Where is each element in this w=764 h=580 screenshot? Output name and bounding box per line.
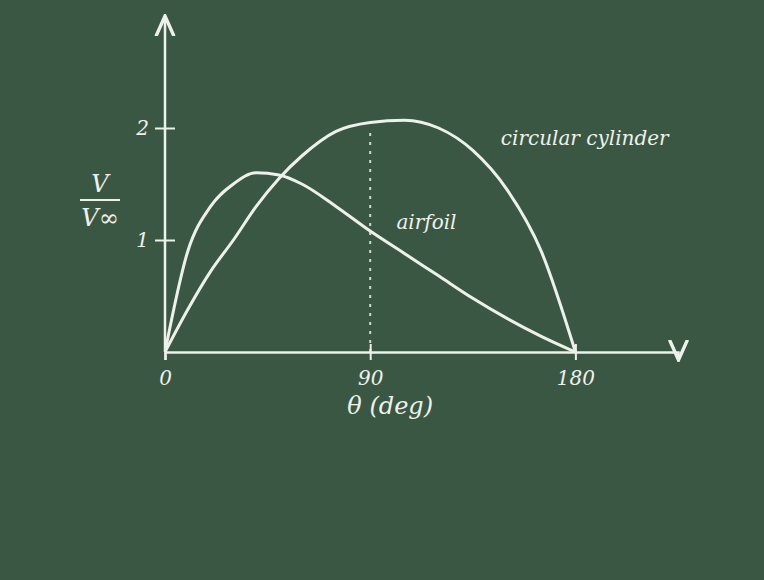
x-axis-title: θ (deg): [347, 392, 433, 420]
series-label: airfoil: [396, 210, 456, 234]
x-axis: 0 90 180: [159, 344, 678, 390]
series-label: circular cylinder: [501, 126, 670, 150]
y-axis-title-denominator: V∞: [81, 204, 118, 232]
plot-area: [165, 120, 575, 352]
y-axis: 12: [135, 16, 175, 352]
series-line: [165, 120, 575, 352]
y-tick-label: 2: [135, 116, 149, 140]
y-tick-label: 1: [136, 228, 149, 252]
y-tick: 1: [136, 228, 175, 252]
y-axis-title-numerator: V: [91, 170, 111, 198]
y-tick-mark: [155, 128, 175, 130]
fraction-bar: [80, 199, 120, 201]
y-axis-title: V V∞: [80, 170, 120, 232]
y-tick: 2: [135, 116, 175, 140]
series-line: [165, 173, 575, 352]
chart: 09018012circular cylinderairfoilθ (deg)V…: [0, 0, 764, 580]
x-tick-label: 0: [159, 366, 172, 390]
reference-line: [369, 128, 371, 352]
y-axis-line: [164, 16, 167, 352]
x-tick-label: 90: [358, 366, 384, 390]
x-axis-line: [166, 353, 679, 361]
x-tick-label: 180: [557, 366, 595, 390]
y-tick-mark: [155, 240, 175, 242]
